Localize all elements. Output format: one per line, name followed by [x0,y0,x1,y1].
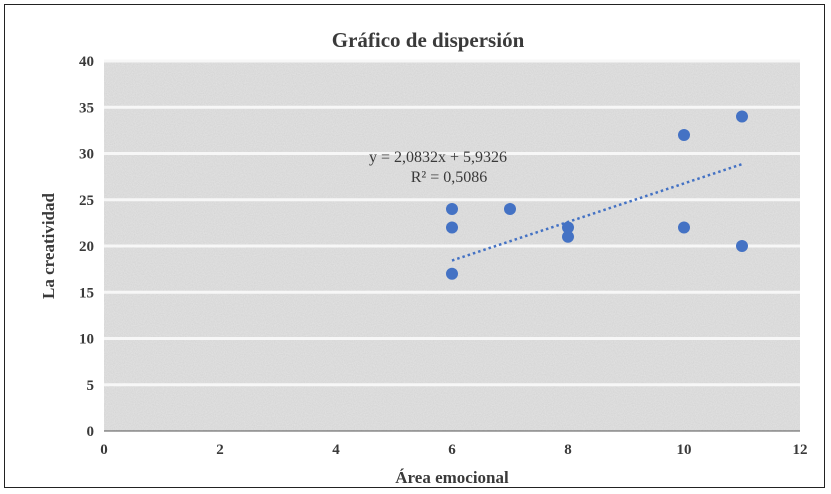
y-tick-labels: 0 5 10 15 20 25 30 35 40 [79,54,94,440]
data-point [504,203,516,215]
x-axis-title: Área emocional [395,468,509,487]
data-point [562,221,574,234]
gridlines [104,59,800,387]
data-point [736,240,748,252]
y-tick-label: 15 [79,285,94,301]
x-tick-label: 10 [677,442,692,458]
y-tick-label: 30 [79,147,94,163]
trendline-r-squared: R² = 0,5086 [411,169,488,186]
y-tick-label: 35 [79,100,94,116]
y-tick-label: 25 [79,193,94,209]
data-point [562,230,574,243]
x-tick-label: 4 [332,442,340,458]
data-point [446,267,458,280]
trendline [451,162,743,262]
y-tick-label: 20 [79,239,94,255]
x-tick-label: 2 [216,442,224,458]
x-tick-labels: 0 2 4 6 8 10 12 [100,442,807,458]
x-tick-label: 0 [100,442,108,458]
data-point [678,221,690,234]
y-axis-title: La creatividad [39,192,58,298]
data-point [446,221,458,234]
chart-title: Gráfico de dispersión [332,28,525,52]
y-tick-label: 40 [79,54,94,70]
y-tick-label: 10 [79,332,94,348]
data-point [678,129,690,141]
data-points [446,110,748,280]
trendline-group [451,162,743,262]
y-tick-label: 0 [87,424,95,440]
x-tick-label: 12 [793,442,808,458]
data-point [446,203,458,215]
data-point [736,110,748,123]
x-tick-label: 6 [448,442,456,458]
trendline-equation: y = 2,0832x + 5,9326 [369,149,507,166]
x-tick-label: 8 [564,442,572,458]
y-tick-label: 5 [87,378,95,394]
